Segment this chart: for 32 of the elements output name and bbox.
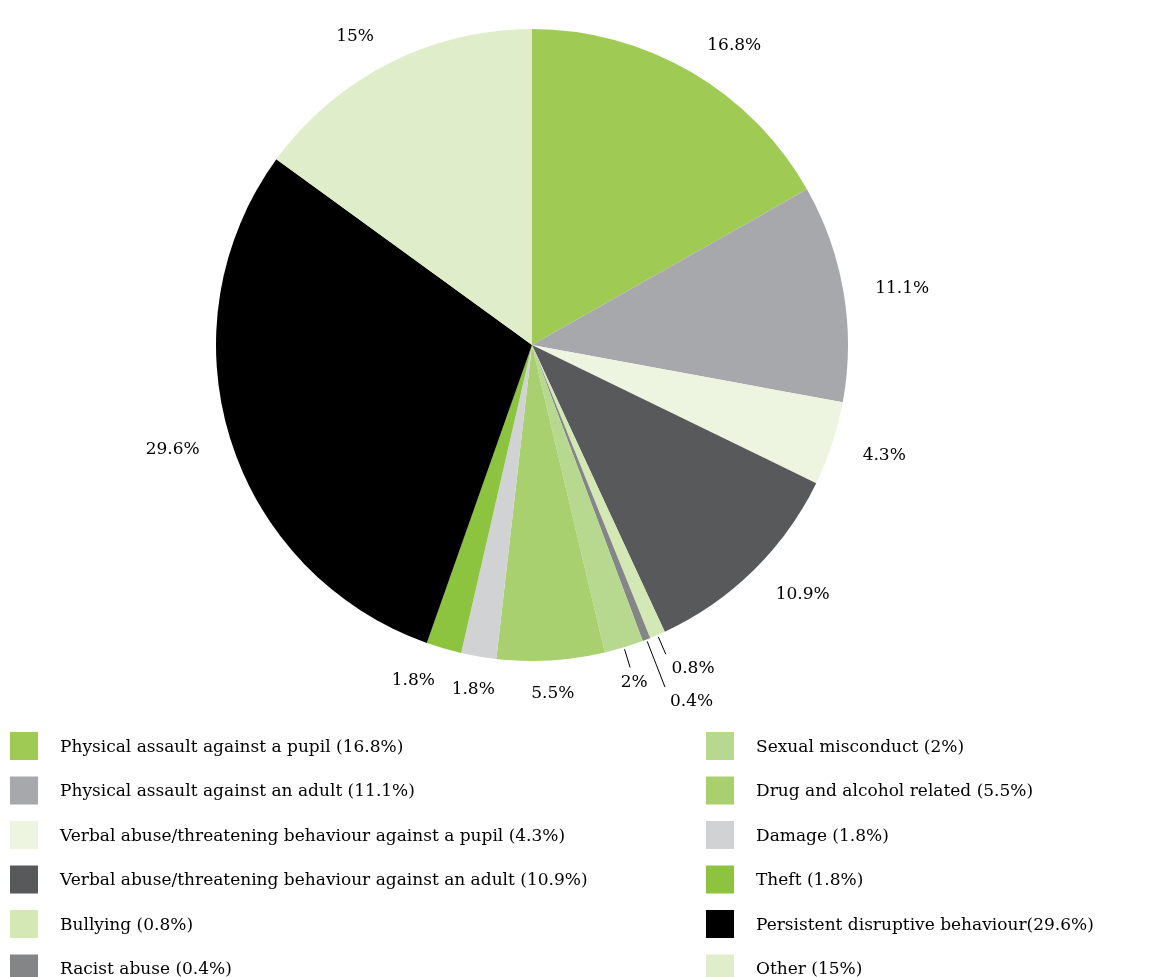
legend-label: Damage (1.8%) bbox=[756, 824, 889, 845]
data-label: 11.1% bbox=[875, 277, 930, 298]
pie-slice bbox=[532, 345, 843, 484]
pie-slice bbox=[532, 189, 848, 403]
legend-label: Bullying (0.8%) bbox=[60, 913, 194, 934]
data-label: 2% bbox=[620, 670, 648, 691]
data-label: 10.9% bbox=[775, 583, 830, 604]
data-label: 29.6% bbox=[145, 438, 200, 459]
pie-slice bbox=[461, 345, 532, 659]
legend-label: Theft (1.8%) bbox=[756, 869, 864, 890]
legend-label: Sexual misconduct (2%) bbox=[756, 735, 965, 756]
pie-slice bbox=[216, 159, 532, 643]
data-label: 1.8% bbox=[391, 669, 435, 690]
legend-label: Verbal abuse/threatening behaviour against an adult (10.9%) bbox=[59, 869, 588, 890]
data-label: 5.5% bbox=[531, 682, 575, 703]
legend-label: Racist abuse (0.4%) bbox=[60, 958, 232, 977]
pie-slice bbox=[426, 345, 532, 653]
legend-label: Persistent disruptive behaviour(29.6%) bbox=[756, 913, 1094, 934]
pie-slice bbox=[276, 29, 532, 345]
legend-label: Physical assault against an adult (11.1%) bbox=[60, 780, 415, 801]
data-label: 0.8% bbox=[671, 657, 715, 678]
data-label: 4.3% bbox=[862, 443, 906, 464]
pie-slice bbox=[496, 345, 605, 661]
legend-label: Verbal abuse/threatening behaviour against a pupil (4.3%) bbox=[59, 824, 566, 845]
legend-label: Other (15%) bbox=[756, 958, 863, 977]
legend-label: Physical assault against a pupil (16.8%) bbox=[60, 735, 404, 756]
pie-slice bbox=[532, 29, 807, 345]
data-label: 1.8% bbox=[451, 677, 495, 698]
data-label: 15% bbox=[336, 24, 375, 45]
legend-label: Drug and alcohol related (5.5%) bbox=[756, 780, 1034, 801]
data-label: 16.8% bbox=[707, 34, 762, 55]
data-label: 0.4% bbox=[670, 690, 714, 711]
